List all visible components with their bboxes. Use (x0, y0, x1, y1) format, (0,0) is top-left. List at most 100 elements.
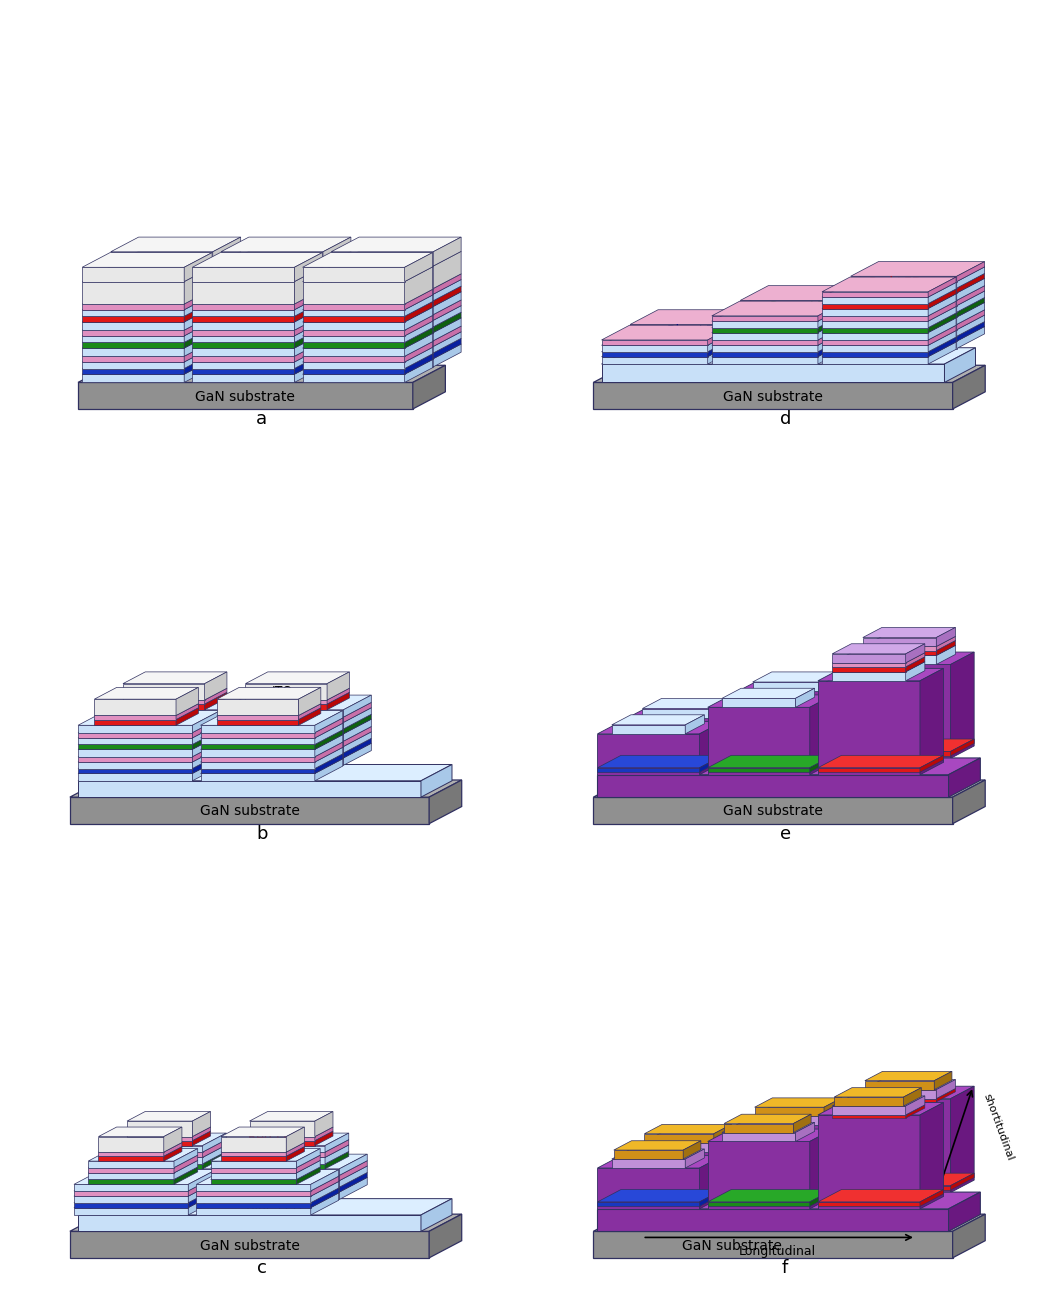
Polygon shape (221, 273, 351, 289)
Polygon shape (303, 354, 432, 368)
Polygon shape (217, 1166, 245, 1187)
Polygon shape (325, 1139, 349, 1157)
Polygon shape (325, 1144, 349, 1164)
Text: GaN substrate: GaN substrate (196, 390, 295, 404)
Polygon shape (82, 342, 184, 349)
Polygon shape (848, 665, 951, 758)
Polygon shape (920, 1190, 943, 1207)
Polygon shape (404, 347, 432, 368)
Polygon shape (630, 315, 764, 329)
Polygon shape (103, 1155, 245, 1169)
Polygon shape (210, 1148, 320, 1161)
Polygon shape (322, 338, 351, 359)
Polygon shape (217, 719, 298, 726)
Polygon shape (193, 356, 294, 362)
Polygon shape (331, 266, 433, 289)
Polygon shape (433, 292, 461, 315)
Polygon shape (193, 347, 322, 362)
Polygon shape (217, 1177, 245, 1200)
Polygon shape (111, 292, 241, 306)
Polygon shape (630, 321, 764, 336)
Polygon shape (906, 1105, 925, 1118)
Polygon shape (863, 627, 956, 638)
Polygon shape (708, 756, 833, 767)
Polygon shape (832, 657, 925, 667)
Polygon shape (225, 1169, 339, 1175)
Polygon shape (957, 262, 984, 281)
Polygon shape (644, 1134, 714, 1143)
Polygon shape (433, 343, 461, 367)
Polygon shape (331, 301, 433, 306)
Polygon shape (111, 359, 213, 367)
Polygon shape (294, 307, 322, 330)
Polygon shape (712, 342, 846, 356)
Polygon shape (303, 307, 432, 321)
Polygon shape (322, 332, 351, 353)
Polygon shape (88, 1161, 174, 1168)
Polygon shape (818, 680, 920, 775)
Polygon shape (822, 292, 928, 297)
Polygon shape (79, 710, 220, 726)
Polygon shape (303, 359, 432, 375)
Polygon shape (213, 273, 241, 294)
Polygon shape (221, 327, 322, 333)
Polygon shape (111, 315, 213, 320)
Polygon shape (818, 318, 846, 340)
Polygon shape (736, 310, 764, 329)
Polygon shape (107, 753, 221, 758)
Polygon shape (822, 342, 956, 356)
Polygon shape (303, 349, 404, 356)
Polygon shape (928, 301, 956, 321)
Polygon shape (315, 1112, 333, 1137)
Polygon shape (107, 727, 249, 741)
Polygon shape (103, 1175, 217, 1181)
Polygon shape (98, 1128, 182, 1137)
Polygon shape (433, 312, 461, 333)
Polygon shape (331, 327, 461, 341)
Polygon shape (331, 315, 433, 320)
Text: ITO: ITO (271, 686, 293, 699)
Polygon shape (322, 299, 351, 320)
Polygon shape (850, 321, 984, 336)
Polygon shape (832, 671, 906, 680)
Polygon shape (88, 1148, 198, 1161)
Polygon shape (740, 318, 846, 324)
Polygon shape (949, 1192, 980, 1231)
Polygon shape (740, 298, 874, 312)
Polygon shape (311, 1192, 338, 1214)
Polygon shape (204, 692, 227, 710)
Text: c: c (257, 1258, 267, 1277)
Polygon shape (217, 699, 298, 715)
Polygon shape (184, 342, 213, 362)
Polygon shape (74, 1191, 188, 1196)
Polygon shape (79, 749, 193, 757)
Polygon shape (404, 321, 432, 342)
Polygon shape (850, 288, 957, 293)
Polygon shape (82, 253, 213, 267)
Polygon shape (221, 306, 351, 320)
Polygon shape (111, 306, 241, 320)
Polygon shape (630, 310, 764, 324)
Polygon shape (841, 1173, 864, 1190)
Polygon shape (708, 342, 736, 364)
Polygon shape (201, 735, 342, 749)
Polygon shape (740, 336, 846, 341)
Polygon shape (117, 1164, 202, 1169)
Polygon shape (193, 302, 322, 316)
Polygon shape (79, 735, 220, 749)
Polygon shape (201, 754, 342, 769)
Polygon shape (176, 704, 198, 719)
Polygon shape (221, 312, 351, 327)
Polygon shape (699, 722, 723, 775)
Polygon shape (111, 353, 213, 359)
Polygon shape (818, 1201, 920, 1207)
Polygon shape (755, 1107, 824, 1116)
Polygon shape (79, 737, 193, 744)
Polygon shape (331, 327, 433, 333)
Polygon shape (699, 1190, 723, 1207)
Polygon shape (850, 292, 984, 306)
Polygon shape (822, 328, 928, 333)
Polygon shape (928, 289, 956, 308)
Polygon shape (850, 293, 957, 301)
Polygon shape (832, 1115, 906, 1118)
